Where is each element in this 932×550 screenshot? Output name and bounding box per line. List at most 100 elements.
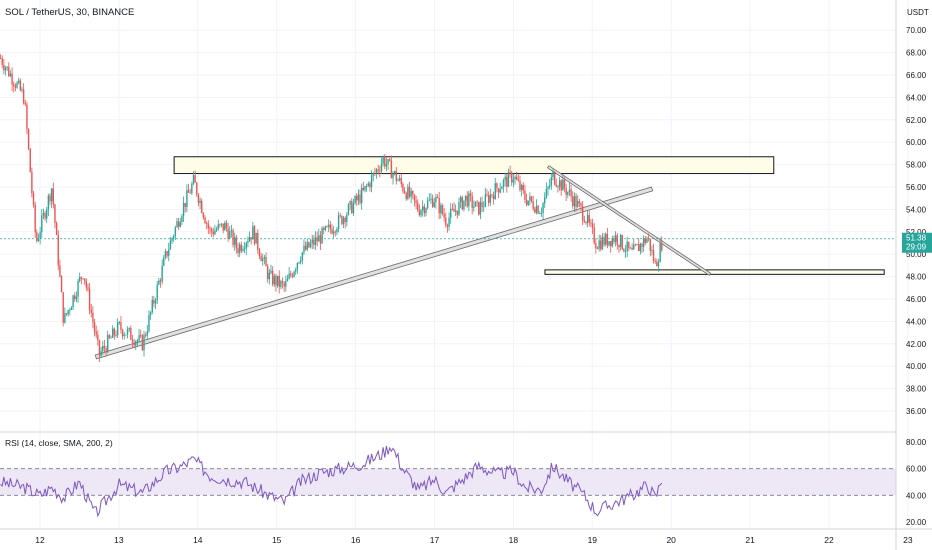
candle-body — [232, 230, 234, 245]
candle-body — [227, 228, 229, 239]
candle-body — [600, 240, 602, 250]
candle-body — [268, 272, 271, 280]
candle-body — [644, 238, 647, 243]
rsi-band — [0, 468, 896, 496]
candle-body — [453, 208, 455, 212]
candle-body — [93, 322, 96, 332]
candle-body — [224, 222, 226, 231]
candle-body — [0, 58, 2, 59]
y-tick-label: 44.00 — [906, 317, 927, 326]
candle-body — [448, 217, 450, 227]
candle-body — [603, 237, 605, 245]
candle-body — [161, 265, 163, 282]
candle-body — [131, 339, 134, 343]
candle-body — [245, 242, 247, 249]
candle-body — [511, 172, 513, 183]
candle-body — [539, 213, 541, 215]
candle-body — [651, 250, 653, 251]
candle-body — [572, 196, 574, 207]
candle-body — [262, 258, 264, 262]
candle-body — [286, 278, 289, 282]
candle-body — [459, 197, 462, 203]
candle-body — [324, 226, 327, 230]
candle-body — [466, 195, 468, 207]
candle-body — [395, 171, 398, 181]
candle-body — [654, 260, 656, 262]
candle-body — [26, 104, 28, 130]
candle-body — [405, 193, 407, 200]
candle-body — [506, 176, 508, 187]
candle-body — [271, 270, 274, 285]
candle-body — [237, 248, 239, 253]
candle-body — [60, 276, 63, 293]
candle-body — [323, 228, 325, 230]
candle-body — [309, 243, 312, 248]
candle-body — [303, 245, 305, 253]
candle-body — [296, 263, 299, 270]
candle-body — [22, 89, 25, 104]
candle-body — [380, 163, 383, 172]
candle-body — [577, 201, 579, 208]
candle-body — [31, 172, 33, 194]
candle-body — [420, 210, 422, 216]
candle-body — [463, 200, 465, 210]
candle-body — [125, 334, 127, 336]
candle-body — [311, 239, 313, 244]
y-tick-label: 40.00 — [906, 362, 927, 371]
candle-body — [464, 195, 467, 201]
y-tick-label: 52.00 — [906, 228, 927, 237]
candle-body — [57, 235, 59, 266]
candle-body — [229, 231, 231, 239]
candle-body — [560, 180, 562, 191]
candle-body — [502, 180, 505, 188]
candle-body — [362, 187, 365, 191]
candle-body — [49, 195, 51, 202]
candle-body — [639, 243, 642, 252]
candle-body — [384, 157, 386, 167]
rsi-tick-label: 60.00 — [906, 465, 927, 474]
candle-body — [13, 84, 15, 86]
candle-body — [67, 310, 69, 315]
candle-body — [64, 313, 66, 323]
rsi-tick-label: 20.00 — [906, 518, 927, 527]
candle-body — [105, 348, 107, 353]
rsi-label: RSI (14, close, SMA, 200, 2) — [5, 438, 113, 448]
candle-body — [316, 237, 318, 242]
candle-body — [534, 208, 536, 213]
candle-body — [176, 221, 178, 228]
candle-body — [144, 334, 147, 336]
x-tick-label: 22 — [824, 535, 834, 545]
candle-body — [501, 187, 503, 190]
candle-body — [606, 233, 609, 246]
candle-body — [387, 159, 389, 165]
candle-body — [402, 183, 404, 192]
candle-body — [441, 205, 444, 214]
candle-body — [555, 184, 557, 187]
candle-body — [525, 199, 528, 205]
candle-body — [474, 201, 477, 207]
candle-body — [87, 287, 89, 289]
candle-body — [141, 335, 144, 351]
candle-body — [359, 194, 361, 203]
candle-body — [148, 315, 150, 332]
candle-body — [481, 202, 483, 208]
candle-body — [153, 299, 155, 304]
candle-body — [50, 188, 53, 202]
candle-body — [430, 198, 432, 200]
candle-body — [92, 312, 94, 323]
candle-body — [201, 200, 203, 213]
candle-body — [431, 198, 434, 207]
candle-body — [476, 201, 478, 203]
candle-body — [222, 223, 224, 231]
candle-body — [499, 189, 501, 193]
candle-body — [342, 217, 345, 225]
resistance-zone — [173, 156, 775, 175]
candle-body — [37, 238, 40, 242]
candle-body — [111, 328, 114, 338]
candle-body — [192, 175, 195, 185]
candle-body — [128, 328, 130, 330]
candle-body — [656, 261, 658, 267]
candle-body — [379, 170, 381, 172]
candle-body — [136, 340, 139, 342]
